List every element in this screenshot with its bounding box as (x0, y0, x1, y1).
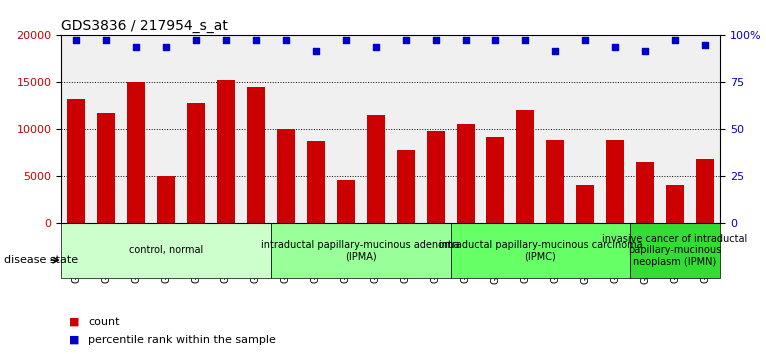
Bar (157, 176, 175, 223)
Bar (397, 150, 414, 223)
Bar (637, 162, 654, 223)
Bar (666, 185, 684, 223)
Bar (67, 99, 85, 223)
Text: intraductal papillary-mucinous carcinoma
(IPMC): intraductal papillary-mucinous carcinoma… (439, 240, 642, 261)
Point (100, 37, 113, 43)
Point (460, 37, 472, 43)
Point (430, 37, 442, 43)
Point (130, 44, 142, 50)
Point (369, 44, 381, 50)
Point (309, 48, 322, 54)
FancyBboxPatch shape (61, 223, 271, 278)
Text: percentile rank within the sample: percentile rank within the sample (88, 335, 276, 345)
Bar (247, 87, 265, 223)
Text: invasive cancer of intraductal
papillary-mucinous
neoplasm (IPMN): invasive cancer of intraductal papillary… (603, 234, 748, 267)
Bar (187, 103, 205, 223)
Point (400, 37, 412, 43)
Bar (606, 139, 624, 223)
Point (220, 37, 232, 43)
Point (489, 37, 502, 43)
FancyBboxPatch shape (271, 223, 450, 278)
FancyBboxPatch shape (450, 223, 630, 278)
Bar (337, 180, 355, 223)
Point (699, 42, 711, 47)
Bar (696, 159, 714, 223)
Bar (576, 184, 594, 223)
Bar (427, 131, 444, 223)
Point (250, 37, 262, 43)
Point (639, 48, 651, 54)
Bar (367, 115, 385, 223)
Text: GDS3836 / 217954_s_at: GDS3836 / 217954_s_at (61, 19, 228, 33)
Point (609, 44, 621, 50)
Bar (277, 129, 295, 223)
Point (339, 37, 352, 43)
Point (190, 37, 202, 43)
Bar (516, 109, 535, 223)
Text: control, normal: control, normal (129, 245, 203, 256)
Text: count: count (88, 317, 119, 327)
Text: intraductal papillary-mucinous adenoma
(IPMA): intraductal papillary-mucinous adenoma (… (261, 240, 460, 261)
Point (549, 48, 561, 54)
Text: ■: ■ (69, 335, 80, 345)
Bar (97, 113, 115, 223)
Bar (127, 82, 145, 223)
Bar (546, 139, 565, 223)
Bar (307, 141, 325, 223)
Text: ■: ■ (69, 317, 80, 327)
Point (669, 37, 681, 43)
Point (519, 37, 532, 43)
Text: disease state: disease state (4, 255, 78, 265)
FancyBboxPatch shape (630, 223, 720, 278)
Point (160, 44, 172, 50)
Point (280, 37, 292, 43)
Bar (217, 80, 235, 223)
Bar (486, 137, 505, 223)
Point (579, 37, 591, 43)
Bar (457, 124, 474, 223)
Point (70, 37, 83, 43)
